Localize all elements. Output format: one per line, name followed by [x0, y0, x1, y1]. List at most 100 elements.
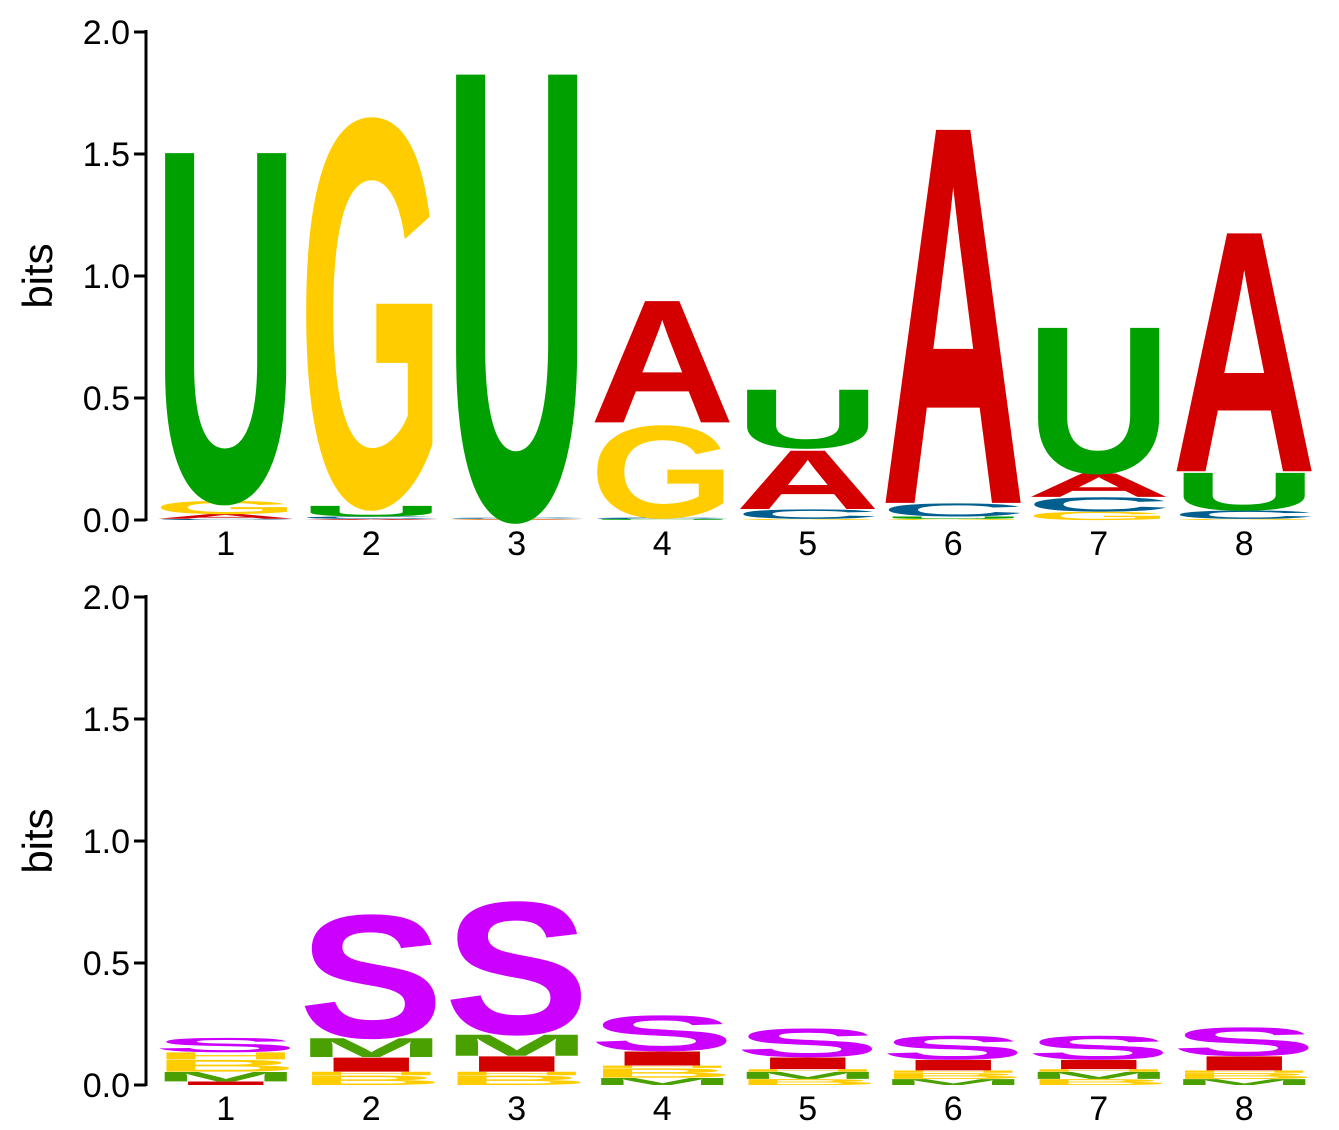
- logo-letter-h: H: [735, 1069, 880, 1073]
- logo-letter-g: G: [153, 497, 298, 518]
- logo-letter-s: S: [1026, 1029, 1171, 1067]
- y-tick-label: 0.0: [83, 502, 130, 540]
- y-axis-title: bits: [14, 243, 61, 308]
- y-tick-label: 0.5: [83, 945, 130, 983]
- logo-letter-h: H: [590, 1065, 735, 1069]
- logo-letter-m: M: [1026, 1070, 1171, 1081]
- logo-letter-b: B: [590, 1066, 735, 1081]
- x-tick-label: 7: [1089, 1090, 1108, 1128]
- logo-letter-a: A: [298, 518, 444, 520]
- y-tick-label: 1.5: [83, 701, 130, 739]
- logo-letter-a: A: [1026, 466, 1171, 504]
- logo-letter-a: A: [880, 12, 1026, 618]
- logo-letter-c: C: [153, 518, 299, 520]
- x-tick-label: 1: [216, 1090, 235, 1128]
- logo-letter-h: H: [1172, 1070, 1317, 1074]
- logo-letter-g: G: [590, 398, 735, 546]
- logo-letter-m: M: [881, 1077, 1026, 1086]
- y-tick-label: 2.0: [83, 14, 130, 52]
- y-axis-title: bits: [14, 808, 61, 873]
- logo-letter-m: M: [590, 1076, 735, 1087]
- logo-letter-a: A: [444, 519, 590, 520]
- logo-letter-i: I: [299, 1053, 444, 1076]
- logo-letter-u: U: [1026, 283, 1172, 518]
- logo-letter-a: A: [1172, 158, 1317, 544]
- logo-letter-i: I: [735, 1054, 880, 1073]
- logo-letter-h: H: [298, 1071, 444, 1077]
- logo-letter-i: I: [1172, 1052, 1317, 1075]
- logo-letter-s: S: [444, 863, 589, 1075]
- logo-letter-g: G: [881, 518, 1026, 520]
- logo-letter-b: B: [735, 1077, 880, 1086]
- y-tick-label: 0.0: [83, 1067, 130, 1105]
- logo-letter-c: C: [589, 517, 735, 519]
- logo-letter-c: C: [444, 517, 590, 519]
- logo-letter-b: B: [299, 1073, 444, 1088]
- x-tick-label: 8: [1235, 1090, 1254, 1128]
- logo-letter-c: C: [735, 507, 880, 522]
- x-tick-label: 7: [1089, 525, 1108, 563]
- x-tick-label: 6: [944, 1090, 963, 1128]
- logo-letter-u: U: [153, 45, 299, 608]
- logo-letter-u: U: [589, 519, 735, 521]
- x-tick-label: 3: [507, 1090, 526, 1128]
- x-tick-label: 8: [1235, 525, 1254, 563]
- logo-letter-u: U: [1172, 461, 1317, 522]
- logo-letter-s: S: [299, 879, 444, 1075]
- logo-letter-m: M: [153, 1069, 298, 1084]
- logo-letter-c: C: [880, 500, 1026, 521]
- logo-letter-u: U: [444, 0, 590, 655]
- x-tick-label: 2: [362, 1090, 381, 1128]
- logo-letter-m: M: [735, 1070, 880, 1081]
- logo-letter-m: M: [444, 1028, 589, 1062]
- x-tick-label: 4: [653, 1090, 672, 1128]
- logo-letter-u: U: [735, 371, 880, 466]
- logo-letter-m: M: [1172, 1077, 1317, 1086]
- x-tick-label: 3: [507, 525, 526, 563]
- logo-letter-s: S: [881, 1029, 1026, 1067]
- y-tick-label: 1.0: [83, 823, 130, 861]
- logo-letter-u: U: [881, 516, 1026, 520]
- logo-letter-h: H: [881, 1070, 1026, 1074]
- logo-letter-i: I: [444, 1052, 589, 1077]
- logo-letter-h: H: [444, 1071, 590, 1077]
- logo-letter-c: C: [299, 516, 444, 520]
- logo-letter-h: H: [153, 1050, 298, 1061]
- x-tick-label: 5: [798, 1090, 817, 1128]
- x-tick-label: 6: [944, 525, 963, 563]
- logo-letter-b: B: [1172, 1071, 1317, 1080]
- y-tick-label: 2.0: [83, 579, 130, 617]
- y-tick-label: 1.0: [83, 258, 130, 296]
- logo-letter-b: B: [444, 1073, 589, 1088]
- logo-letter-s: S: [590, 1005, 735, 1062]
- x-tick-label: 1: [216, 525, 235, 563]
- logo-letter-i: I: [153, 1080, 298, 1086]
- logo-letter-g: G: [1172, 518, 1317, 520]
- x-tick-label: 2: [362, 525, 381, 563]
- x-tick-label: 5: [798, 525, 817, 563]
- y-tick-label: 0.5: [83, 380, 130, 418]
- logo-letter-c: C: [1172, 508, 1317, 521]
- logo-letter-g: G: [735, 518, 880, 520]
- logo-letter-b: B: [153, 1056, 299, 1075]
- y-tick-label: 1.5: [83, 136, 130, 174]
- logo-letter-g: G: [444, 519, 589, 520]
- logo-letter-b: B: [1026, 1077, 1171, 1086]
- logo-letter-g: G: [299, 3, 444, 624]
- logo-letter-s: S: [735, 1020, 880, 1065]
- logo-letter-s: S: [1172, 1019, 1317, 1064]
- logo-letter-m: M: [299, 1033, 444, 1063]
- logo-letter-h: H: [1026, 1069, 1171, 1073]
- logo-letter-c: C: [1026, 493, 1171, 516]
- logo-letter-i: I: [590, 1047, 735, 1070]
- logo-letter-s: S: [153, 1034, 298, 1057]
- logo-letter-b: B: [881, 1071, 1026, 1080]
- logo-letter-i: I: [881, 1057, 1026, 1074]
- x-tick-label: 4: [653, 525, 672, 563]
- logo-letter-a: A: [590, 264, 735, 460]
- logo-letter-u: U: [299, 503, 444, 520]
- logo-letter-a: A: [735, 432, 880, 527]
